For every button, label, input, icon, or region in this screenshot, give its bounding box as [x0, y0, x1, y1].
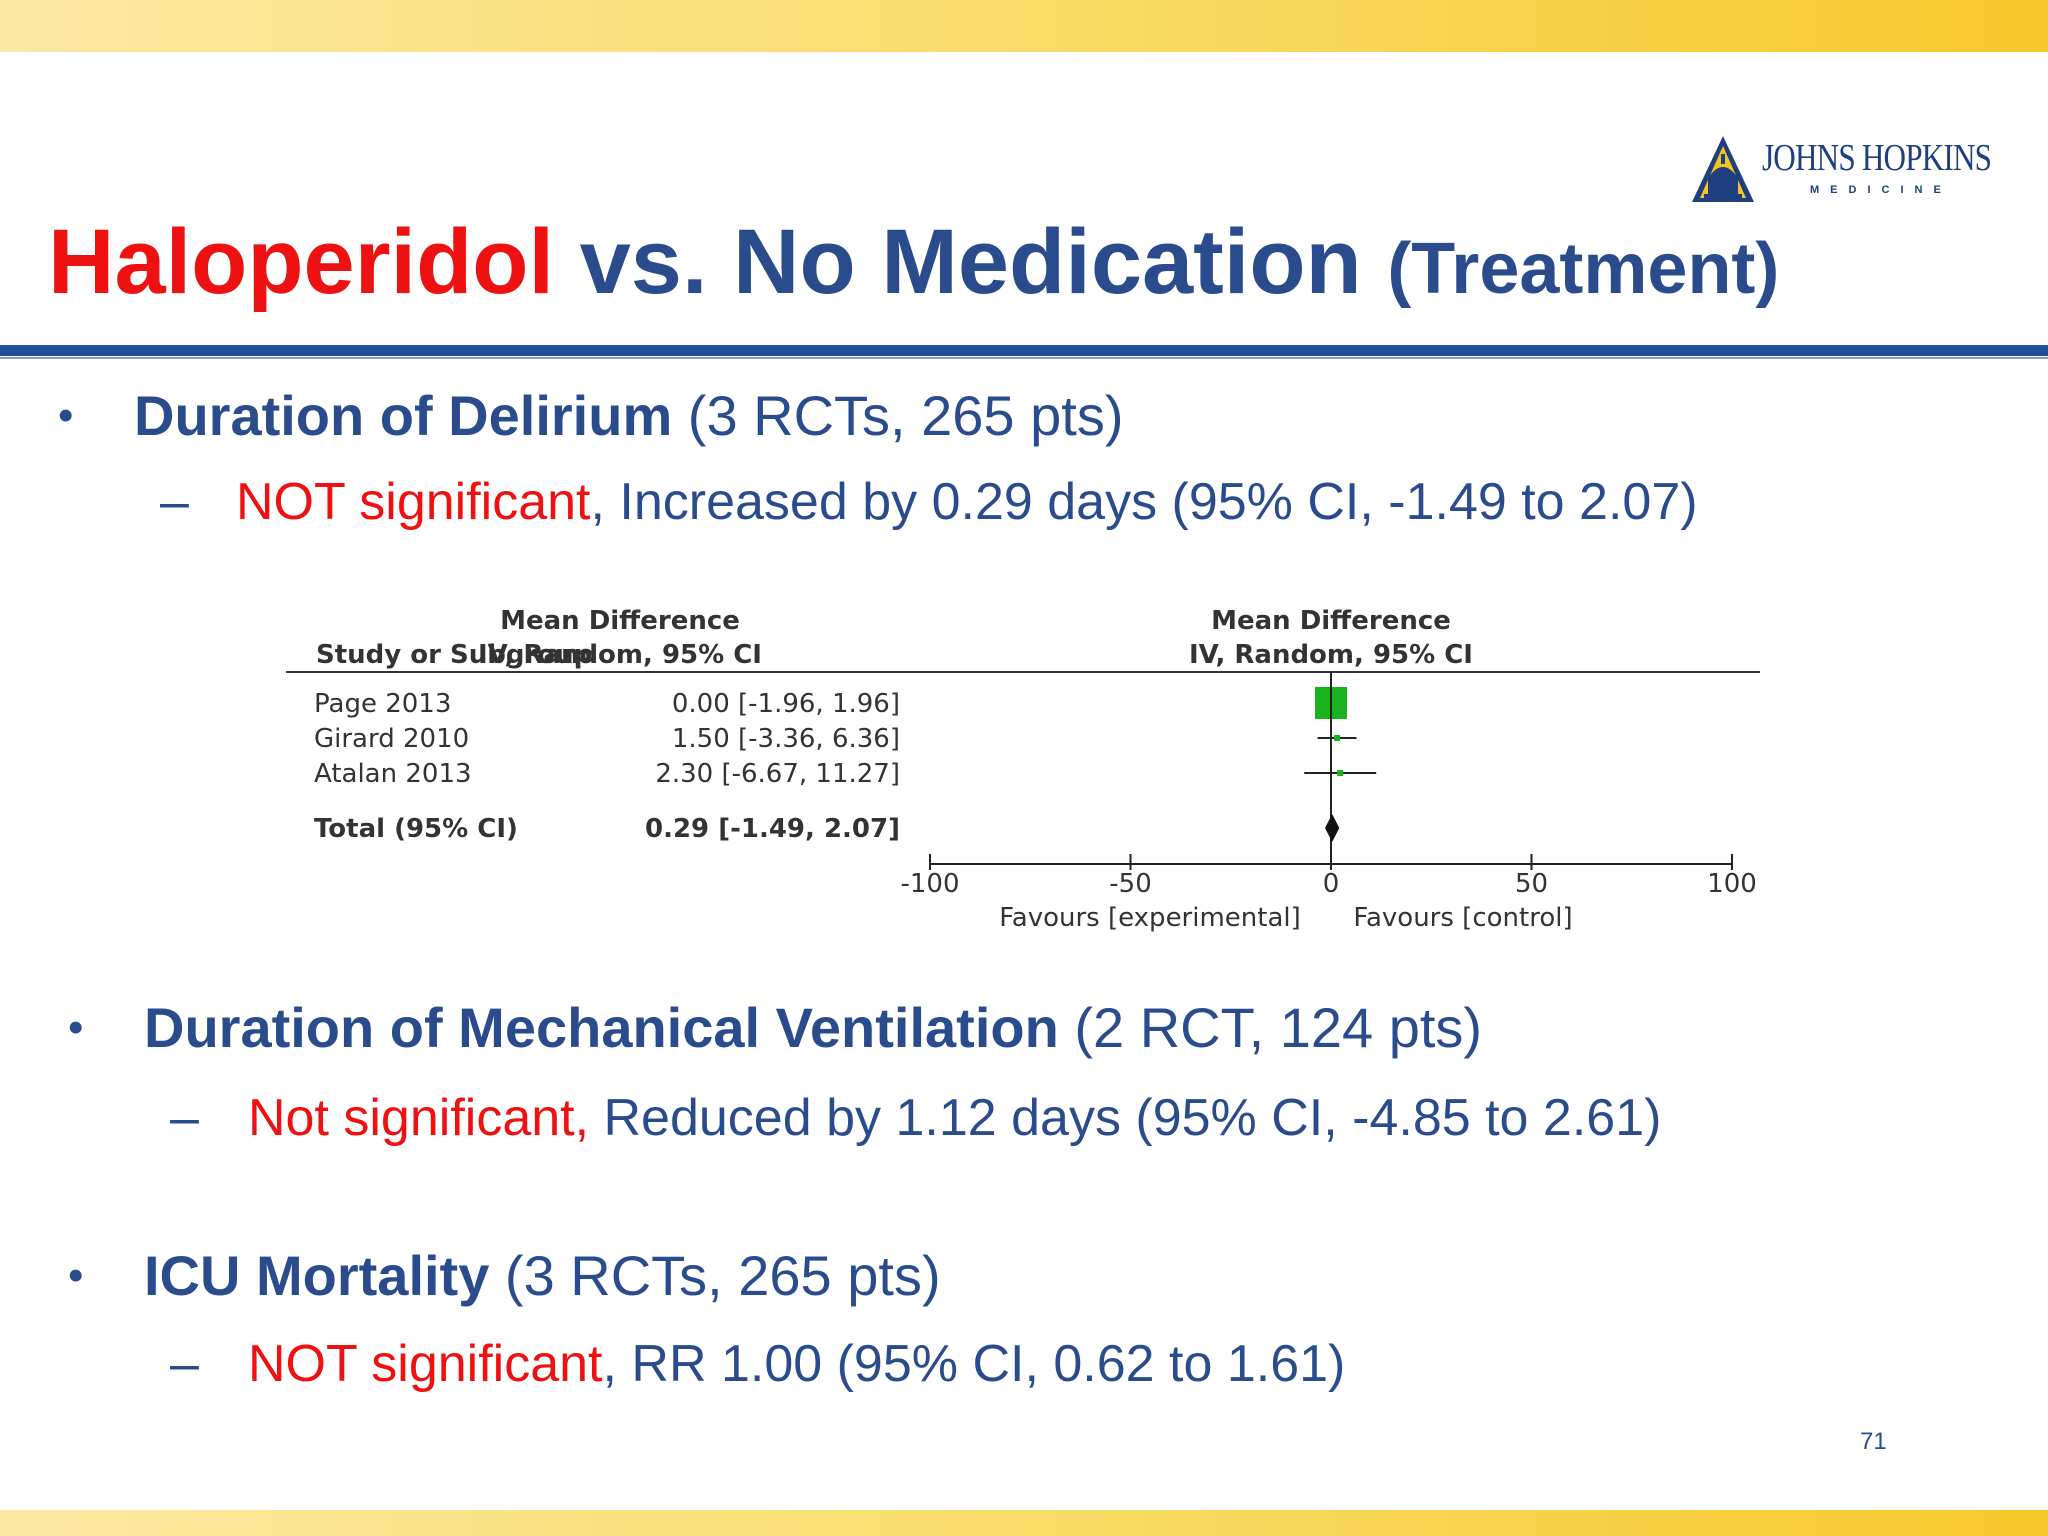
- sub-dash: –: [160, 473, 189, 531]
- title-divider-shadow: [0, 357, 2048, 359]
- bullet-detail: (3 RCTs, 265 pts): [489, 1244, 941, 1307]
- total-diamond: [1325, 814, 1340, 842]
- logo-subtitle: MEDICINE: [1810, 184, 1952, 196]
- x-axis-tick-label: 0: [1323, 869, 1340, 899]
- study-effect-marker: [1334, 735, 1341, 741]
- bullet-marker: •: [68, 1003, 84, 1052]
- sub-dash: –: [170, 1335, 199, 1393]
- study-effect-marker: [1337, 770, 1344, 776]
- study-ci-text: 2.30 [-6.67, 11.27]: [655, 759, 900, 789]
- bullet-heading: ICU Mortality: [144, 1244, 490, 1307]
- bullet-heading: Duration of Delirium: [134, 384, 673, 447]
- plot-header-line2: IV, Random, 95% CI: [1189, 640, 1473, 670]
- x-axis-tick-label: -50: [1109, 869, 1151, 899]
- top-gold-band: [0, 0, 2048, 52]
- header-md-line1: Mean Difference: [500, 606, 740, 636]
- plot-header-line1: Mean Difference: [1211, 606, 1451, 636]
- bullet-heading: Duration of Mechanical Ventilation: [144, 996, 1059, 1059]
- bullet-marker: •: [68, 1251, 84, 1300]
- bottom-gold-band: [0, 1510, 2048, 1536]
- sub-ventilation: – Not significant, Reduced by 1.12 days …: [170, 1088, 2020, 1148]
- title-comparison: vs. No Medication: [554, 211, 1388, 313]
- title-drug: Haloperidol: [48, 211, 555, 313]
- title-context: (Treatment): [1387, 229, 1780, 309]
- logo-wordmark: JOHNS HOPKINS: [1762, 137, 1992, 179]
- study-name: Girard 2010: [314, 724, 469, 754]
- sub-delirium: – NOT significant, Increased by 0.29 day…: [160, 472, 2010, 532]
- favours-experimental: Favours [experimental]: [999, 903, 1301, 933]
- sub-result: , Increased by 0.29 days (95% CI, -1.49 …: [590, 473, 1698, 531]
- bullet-ventilation: • Duration of Mechanical Ventilation (2 …: [68, 996, 1968, 1060]
- bullet-detail: (3 RCTs, 265 pts): [672, 384, 1124, 447]
- bullet-detail: (2 RCT, 124 pts): [1058, 996, 1483, 1059]
- slide-title: Haloperidol vs. No Medication (Treatment…: [48, 212, 1779, 319]
- header-study: Study or Subgroup: [316, 640, 592, 670]
- dome-shield-icon: [1692, 136, 1754, 202]
- study-ci-text: 0.00 [-1.96, 1.96]: [672, 689, 900, 719]
- johns-hopkins-logo: JOHNS HOPKINS MEDICINE: [1690, 134, 2010, 206]
- header-md-line2: IV, Random, 95% CI: [478, 640, 762, 670]
- sub-dash: –: [170, 1089, 199, 1147]
- page-number: 71: [1860, 1428, 1887, 1455]
- sub-mortality: – NOT significant, RR 1.00 (95% CI, 0.62…: [170, 1334, 2020, 1394]
- study-ci-text: 1.50 [-3.36, 6.36]: [672, 724, 900, 754]
- total-label: Total (95% CI): [314, 814, 518, 844]
- sub-significance: Not significant,: [248, 1089, 590, 1147]
- bullet-delirium: • Duration of Delirium (3 RCTs, 265 pts): [58, 384, 1958, 448]
- total-ci-text: 0.29 [-1.49, 2.07]: [645, 814, 900, 844]
- forest-plot: Mean Difference Study or Subgroup IV, Ra…: [286, 606, 1760, 933]
- x-axis-tick-label: 50: [1515, 869, 1548, 899]
- title-divider: [0, 345, 2048, 356]
- sub-result: , RR 1.00 (95% CI, 0.62 to 1.61): [602, 1335, 1346, 1393]
- bullet-marker: •: [58, 391, 74, 440]
- study-name: Page 2013: [314, 689, 451, 719]
- sub-result: Reduced by 1.12 days (95% CI, -4.85 to 2…: [589, 1089, 1662, 1147]
- favours-control: Favours [control]: [1353, 903, 1572, 933]
- bullet-mortality: • ICU Mortality (3 RCTs, 265 pts): [68, 1244, 1968, 1308]
- x-axis-tick-label: 100: [1707, 869, 1757, 899]
- x-axis-tick-label: -100: [900, 869, 959, 899]
- sub-significance: NOT significant: [236, 473, 591, 531]
- sub-significance: NOT significant: [248, 1335, 603, 1393]
- study-name: Atalan 2013: [314, 759, 472, 789]
